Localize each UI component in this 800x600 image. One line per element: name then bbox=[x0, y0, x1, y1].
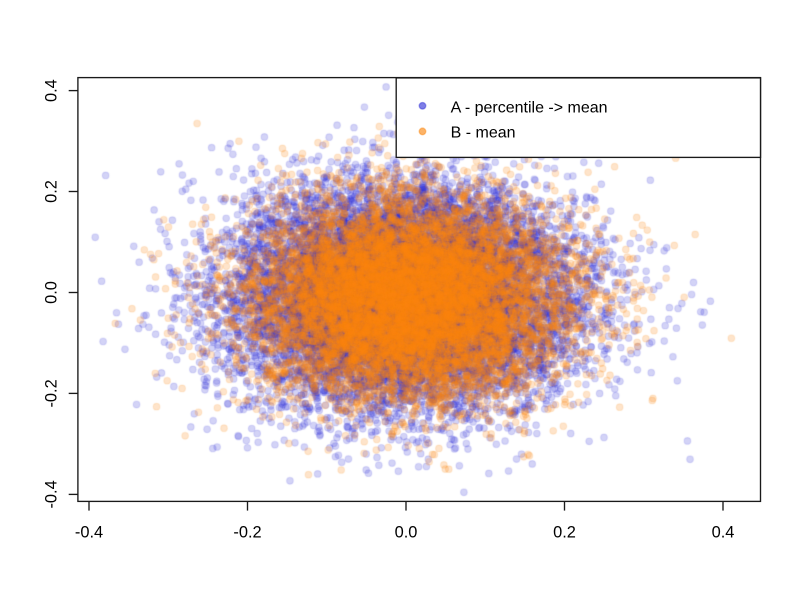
svg-text:-0.4: -0.4 bbox=[43, 480, 61, 508]
svg-text:-0.4: -0.4 bbox=[75, 523, 103, 541]
svg-text:0.4: 0.4 bbox=[43, 79, 61, 102]
svg-text:B - mean: B - mean bbox=[451, 124, 516, 141]
svg-text:-0.2: -0.2 bbox=[43, 379, 61, 407]
svg-text:0.0: 0.0 bbox=[43, 281, 61, 304]
svg-text:A - percentile -> mean: A - percentile -> mean bbox=[451, 99, 608, 116]
svg-text:-0.2: -0.2 bbox=[233, 523, 261, 541]
svg-text:0.2: 0.2 bbox=[43, 180, 61, 203]
svg-text:0.0: 0.0 bbox=[395, 523, 418, 541]
svg-text:0.2: 0.2 bbox=[553, 523, 576, 541]
svg-text:0.4: 0.4 bbox=[712, 523, 735, 541]
